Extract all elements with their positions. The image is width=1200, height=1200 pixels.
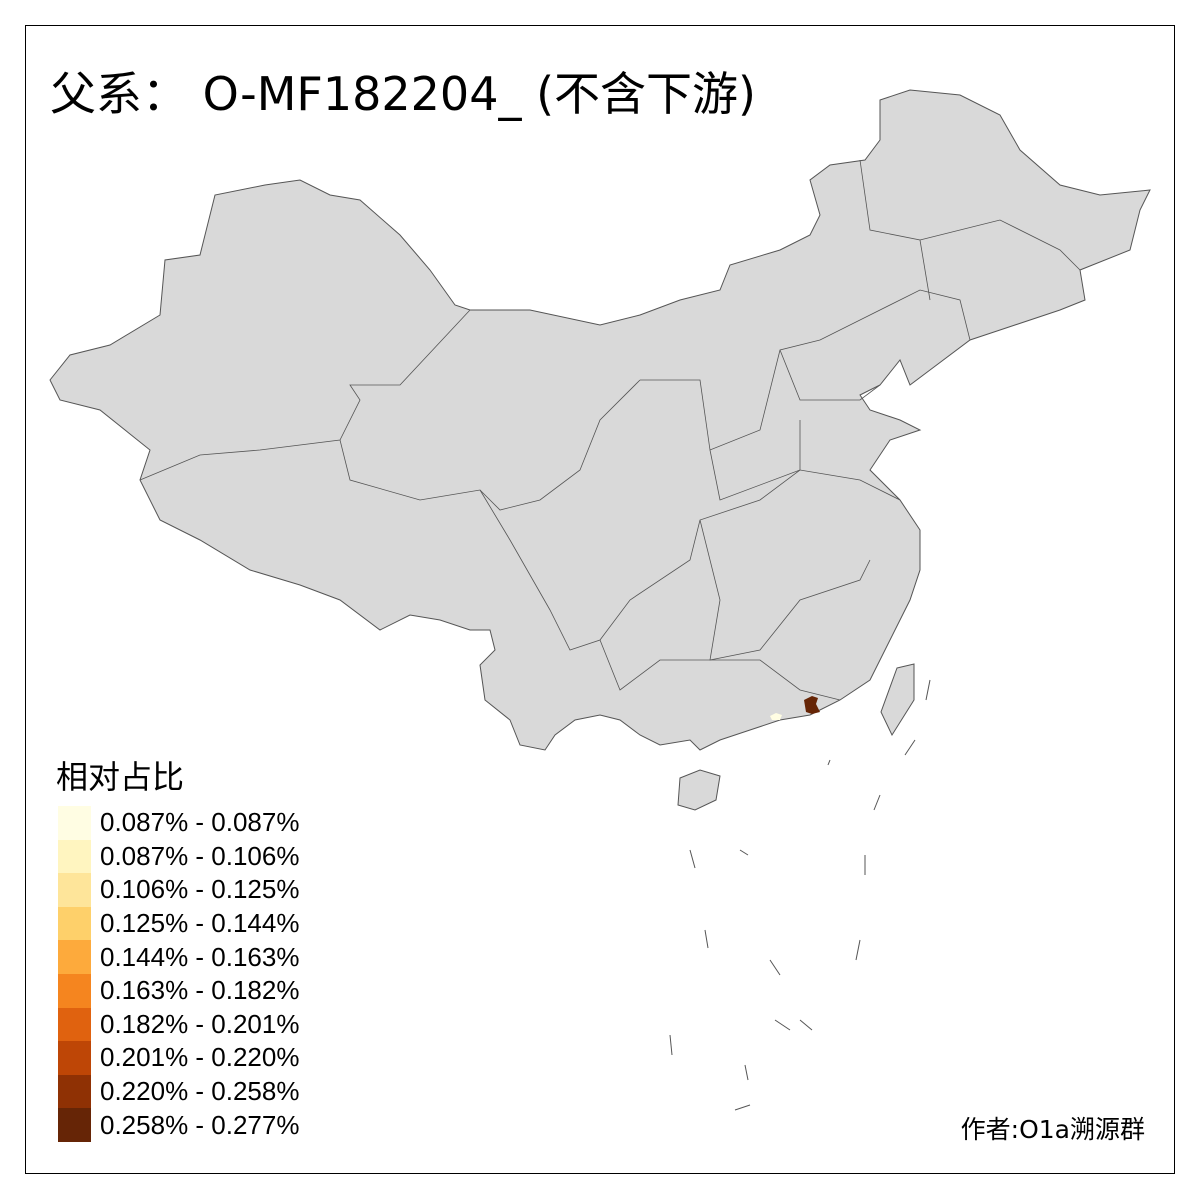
author-credit: 作者:O1a溯源群 — [960, 1115, 1145, 1144]
legend-item: 0.125% - 0.144% — [58, 906, 300, 941]
legend-item: 0.144% - 0.163% — [58, 940, 299, 974]
plot-frame — [25, 25, 1175, 1174]
legend-label: 0.258% - 0.277% — [100, 1109, 300, 1140]
hainan — [677, 769, 721, 811]
province-borders — [139, 159, 1081, 701]
south-china-sea-islands — [669, 679, 931, 1111]
legend-swatch — [58, 1074, 91, 1109]
region-highlight-dark — [804, 696, 820, 714]
legend-label: 0.144% - 0.163% — [100, 941, 300, 972]
legend-item: 0.087% - 0.106% — [58, 839, 300, 874]
legend-item: 0.258% - 0.277% — [58, 1108, 299, 1142]
legend-label: 0.087% - 0.106% — [100, 840, 300, 871]
legend-label: 0.106% - 0.125% — [100, 874, 300, 905]
region-highlight-light — [770, 713, 782, 720]
legend-item: 0.106% - 0.125% — [58, 873, 299, 907]
legend-label: 0.220% - 0.258% — [100, 1076, 300, 1107]
legend-swatch — [58, 839, 91, 874]
legend-swatch — [58, 973, 91, 1008]
map-title: 父系： O-MF182204_ (不含下游) — [50, 67, 756, 121]
legend-item: 0.087% - 0.087% — [58, 806, 299, 840]
legend-title: 相对占比 — [56, 758, 185, 796]
legend-swatch — [58, 1007, 91, 1042]
legend-item: 0.182% - 0.201% — [58, 1007, 300, 1042]
legend-item: 0.163% - 0.182% — [58, 973, 300, 1008]
legend-label: 0.163% - 0.182% — [100, 975, 300, 1006]
legend-item: 0.220% - 0.258% — [58, 1074, 300, 1109]
legend-swatch — [58, 1108, 91, 1142]
legend-swatch — [58, 806, 91, 840]
legend-label: 0.182% - 0.201% — [100, 1008, 300, 1039]
legend-swatch — [58, 906, 91, 941]
legend-swatch — [58, 940, 91, 974]
legend-swatch — [58, 873, 91, 907]
legend-label: 0.087% - 0.087% — [100, 807, 300, 838]
legend-swatch — [58, 1041, 91, 1075]
taiwan — [880, 663, 915, 737]
legend-label: 0.125% - 0.144% — [100, 908, 300, 939]
legend-item: 0.201% - 0.220% — [58, 1041, 299, 1075]
legend: 0.087% - 0.087% 0.087% - 0.106% 0.106% - 0… — [58, 806, 299, 1142]
legend-label: 0.201% - 0.220% — [100, 1042, 300, 1073]
